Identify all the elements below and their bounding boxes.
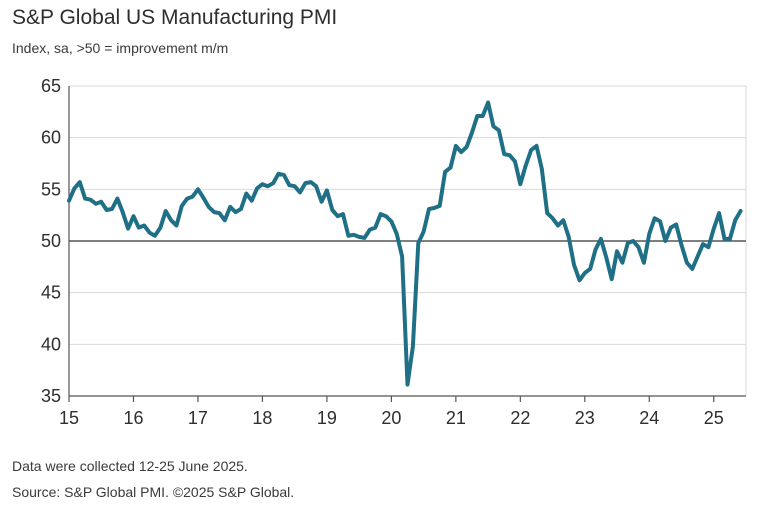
data-collection-note: Data were collected 12-25 June 2025.	[12, 458, 248, 474]
x-tick-label: 15	[59, 408, 79, 428]
x-tick-label: 24	[639, 408, 659, 428]
x-tick-label: 19	[317, 408, 337, 428]
x-tick-label: 21	[446, 408, 466, 428]
y-tick-label: 60	[41, 128, 61, 148]
x-tick-label: 18	[252, 408, 272, 428]
chart-subtitle: Index, sa, >50 = improvement m/m	[12, 40, 229, 56]
source-note: Source: S&P Global PMI. ©2025 S&P Global…	[12, 484, 295, 500]
y-tick-label: 45	[41, 283, 61, 303]
x-tick-label: 16	[123, 408, 143, 428]
y-tick-label: 35	[41, 386, 61, 406]
y-tick-label: 65	[41, 76, 61, 96]
y-tick-label: 40	[41, 334, 61, 354]
y-tick-label: 55	[41, 179, 61, 199]
x-tick-label: 22	[510, 408, 530, 428]
chart-title: S&P Global US Manufacturing PMI	[12, 6, 338, 29]
x-tick-label: 20	[381, 408, 401, 428]
x-tick-label: 23	[575, 408, 595, 428]
x-tick-label: 17	[188, 408, 208, 428]
series-line-pmi	[67, 100, 743, 387]
y-tick-label: 50	[41, 231, 61, 251]
x-tick-label: 25	[704, 408, 724, 428]
